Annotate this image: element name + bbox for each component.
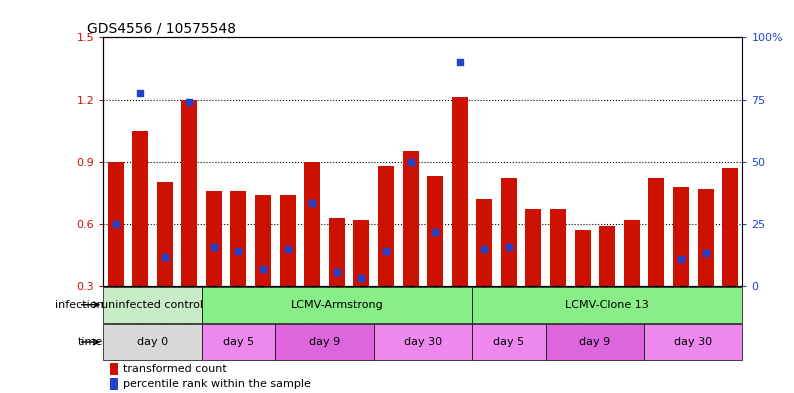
Point [133,90,146,96]
Bar [202,324,276,360]
Text: day 9: day 9 [580,337,611,347]
Text: uninfected control: uninfected control [102,300,203,310]
Point [675,256,688,262]
Text: day 5: day 5 [223,337,254,347]
Bar [156,182,172,286]
Point [256,266,269,273]
Bar [132,130,148,286]
Bar [575,230,591,286]
Bar [673,187,689,286]
Bar [110,363,118,375]
Bar [206,191,222,286]
Bar [255,195,271,286]
Point [306,200,318,206]
Point [626,318,638,325]
Point [232,248,245,254]
Point [552,304,565,310]
Point [281,246,294,252]
Text: day 0: day 0 [137,337,168,347]
Point [355,275,368,281]
Text: LCMV-Armstrong: LCMV-Armstrong [291,300,384,310]
Bar [230,191,246,286]
Bar [279,195,295,286]
Bar [501,178,517,286]
Bar [103,287,202,323]
Point [650,304,663,310]
Bar [452,97,468,286]
Bar [103,324,202,360]
Bar [378,166,394,286]
Point [380,248,392,254]
Bar [353,220,369,286]
Point [158,254,171,260]
Point [109,221,121,227]
Bar [644,324,742,360]
Text: transformed count: transformed count [123,364,227,374]
Bar [550,209,566,286]
Point [576,299,589,306]
Text: day 5: day 5 [493,337,524,347]
Bar [697,189,714,286]
Point [527,310,540,316]
Bar [472,287,742,323]
Bar [110,378,118,390]
Bar [624,220,640,286]
Bar [276,324,374,360]
Bar [329,218,345,286]
Text: infection: infection [55,300,103,310]
Bar [181,99,197,286]
Bar [304,162,320,286]
Bar [202,287,472,323]
Point [453,59,466,65]
Point [478,246,491,252]
Point [330,268,343,275]
Point [724,298,737,304]
Text: GDS4556 / 10575548: GDS4556 / 10575548 [87,21,237,35]
Bar [472,324,545,360]
Point [429,229,441,235]
Point [404,158,417,165]
Bar [722,168,738,286]
Text: day 9: day 9 [309,337,340,347]
Text: LCMV-Clone 13: LCMV-Clone 13 [565,300,649,310]
Point [503,244,515,250]
Bar [545,324,644,360]
Bar [649,178,665,286]
Bar [526,209,542,286]
Point [183,98,195,105]
Bar [403,151,418,286]
Point [601,306,614,312]
Bar [476,199,492,286]
Text: day 30: day 30 [403,337,442,347]
Bar [374,324,472,360]
Point [700,250,712,256]
Point [207,244,220,250]
Bar [599,226,615,286]
Bar [107,162,124,286]
Text: percentile rank within the sample: percentile rank within the sample [123,379,311,389]
Text: day 30: day 30 [674,337,712,347]
Bar [427,176,443,286]
Text: time: time [78,337,103,347]
